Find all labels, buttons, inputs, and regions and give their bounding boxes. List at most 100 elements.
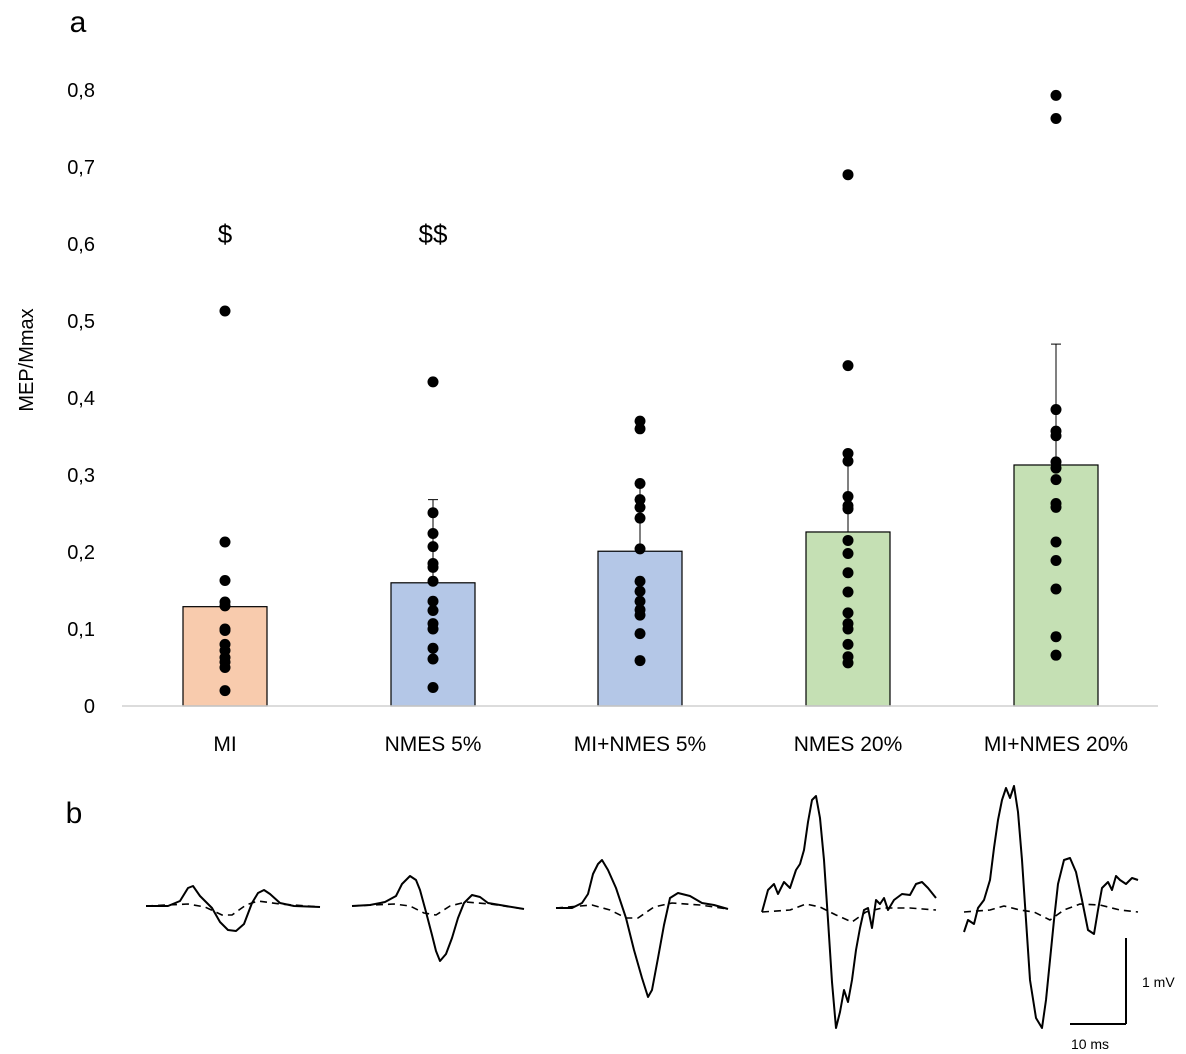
data-point	[427, 653, 439, 665]
y-tick-label: 0,5	[67, 311, 95, 333]
data-point	[842, 638, 854, 650]
data-point	[1050, 536, 1062, 548]
data-point	[842, 657, 854, 669]
data-point	[219, 574, 231, 586]
trace-mi-nmes-5	[555, 859, 729, 998]
data-point	[634, 585, 646, 597]
data-point	[634, 494, 646, 506]
data-point	[842, 586, 854, 598]
data-point	[219, 305, 231, 317]
data-point	[634, 595, 646, 607]
data-point	[427, 541, 439, 553]
data-point	[427, 575, 439, 587]
panel-b-label: b	[66, 797, 83, 830]
data-point	[1050, 112, 1062, 124]
data-point	[219, 662, 231, 673]
trace-mi-nmes-20-baseline	[963, 903, 1139, 921]
x-tick-label: MI	[213, 733, 236, 756]
data-point	[427, 561, 439, 573]
data-point	[634, 628, 646, 640]
trace-nmes-20	[761, 795, 937, 1029]
data-point	[1050, 583, 1062, 595]
data-point	[634, 512, 646, 524]
data-point	[219, 625, 231, 637]
data-point	[1050, 462, 1062, 474]
y-tick-label: 0	[84, 696, 95, 718]
data-point	[427, 605, 439, 617]
data-point	[634, 477, 646, 489]
trace-mi-nmes-20	[963, 785, 1139, 1029]
data-point	[634, 415, 646, 427]
time-scale-label: 10 ms	[1071, 1036, 1109, 1052]
data-point	[427, 528, 439, 540]
data-point	[1050, 89, 1062, 101]
panel-a-label: a	[70, 6, 87, 39]
data-point	[1050, 554, 1062, 566]
data-point	[634, 655, 646, 667]
y-tick-label: 0,8	[67, 80, 95, 102]
x-tick-label: MI+NMES 20%	[984, 733, 1128, 756]
data-point	[842, 447, 854, 459]
trace-mi-nmes-5-baseline	[555, 902, 729, 919]
y-tick-label: 0,2	[67, 542, 95, 564]
trace-mi-active	[146, 885, 321, 932]
data-point	[427, 507, 439, 519]
data-point	[634, 501, 646, 513]
data-point	[842, 567, 854, 579]
significance-marker: $	[218, 219, 233, 249]
data-point	[842, 548, 854, 560]
y-tick-label: 0,4	[67, 388, 95, 410]
trace-nmes-20-active	[761, 795, 937, 1029]
data-point	[1050, 501, 1062, 513]
x-tick-label: MI+NMES 5%	[574, 733, 706, 756]
data-point	[1050, 430, 1062, 442]
y-axis-ticks: 0 0,1 0,2 0,3 0,4 0,5 0,6 0,7 0,8	[67, 80, 95, 718]
trace-mi	[145, 885, 321, 932]
data-point	[219, 536, 231, 548]
data-point	[1050, 649, 1062, 661]
trace-nmes-5	[351, 875, 525, 962]
data-point	[842, 491, 854, 503]
data-point	[842, 360, 854, 372]
amplitude-scale-label: 1 mV	[1142, 974, 1175, 990]
data-point	[427, 682, 439, 694]
data-point	[842, 503, 854, 515]
x-axis-tick-labels: MI NMES 5% MI+NMES 5% NMES 20% MI+NMES 20%	[213, 733, 1128, 756]
trace-mi-nmes-20-active	[963, 785, 1139, 1029]
data-point	[634, 575, 646, 587]
data-point	[842, 607, 854, 619]
trace-mi-nmes-5-active	[556, 859, 729, 998]
data-point	[219, 600, 231, 612]
y-tick-label: 0,7	[67, 157, 95, 179]
trace-nmes-5-baseline	[351, 901, 525, 916]
trace-nmes-5-active	[351, 875, 525, 962]
data-point	[1050, 474, 1062, 486]
data-point	[634, 543, 646, 555]
data-point	[842, 534, 854, 546]
mep-traces	[145, 785, 1139, 1029]
data-point	[842, 455, 854, 467]
data-point	[634, 609, 646, 621]
data-point	[1050, 404, 1062, 416]
data-point	[427, 642, 439, 654]
y-tick-label: 0,3	[67, 465, 95, 487]
x-tick-label: NMES 20%	[794, 733, 903, 756]
data-point	[1050, 631, 1062, 643]
trace-nmes-20-baseline	[761, 903, 937, 923]
significance-marker: $$	[419, 219, 448, 249]
x-tick-label: NMES 5%	[385, 733, 482, 756]
y-tick-label: 0,1	[67, 619, 95, 641]
data-point	[219, 685, 231, 697]
data-point	[842, 623, 854, 635]
data-point	[634, 423, 646, 435]
significance-annotations: $ $$	[218, 219, 448, 249]
y-axis-label: MEP/Mmax	[16, 308, 38, 411]
trace-mi-baseline	[145, 900, 321, 916]
data-point	[427, 376, 439, 388]
data-points	[219, 89, 1062, 697]
data-point	[427, 595, 439, 607]
data-point	[842, 169, 854, 181]
data-point	[427, 623, 439, 635]
y-tick-label: 0,6	[67, 234, 95, 256]
